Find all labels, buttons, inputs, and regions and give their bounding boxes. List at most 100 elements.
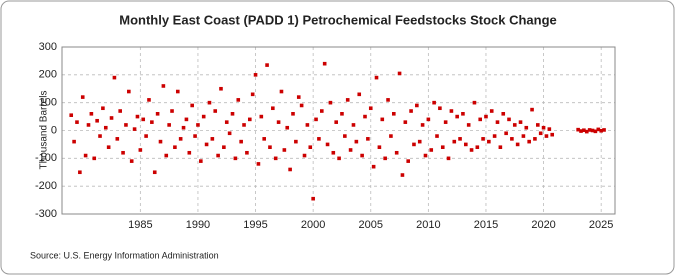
point <box>152 170 157 175</box>
point <box>204 142 209 147</box>
point <box>550 132 555 137</box>
point <box>213 109 218 113</box>
point <box>515 142 520 147</box>
y-tick-label: -100 <box>35 152 57 164</box>
point <box>541 125 546 130</box>
point <box>262 137 266 141</box>
point <box>530 107 534 112</box>
point <box>86 123 91 127</box>
point <box>489 109 494 113</box>
point <box>481 137 485 141</box>
y-tick-label: 100 <box>39 97 57 109</box>
point <box>135 114 140 119</box>
point <box>288 167 292 172</box>
point <box>199 159 203 163</box>
point <box>311 196 315 201</box>
point <box>440 145 445 149</box>
y-tick-label: -200 <box>35 180 57 192</box>
point <box>368 106 373 111</box>
point <box>239 139 243 144</box>
point <box>383 156 387 161</box>
point <box>193 134 197 138</box>
point <box>210 137 215 141</box>
y-axis-label: Thousand Barrels <box>39 91 50 170</box>
point <box>446 156 451 161</box>
point <box>233 156 238 161</box>
point <box>507 117 511 122</box>
point <box>155 112 160 116</box>
point <box>394 150 399 155</box>
point <box>337 156 341 161</box>
x-tick-label: 2005 <box>359 219 383 231</box>
point <box>175 89 180 94</box>
point <box>340 112 344 116</box>
y-tick-label: 300 <box>39 41 57 53</box>
y-tick-label: 0 <box>51 124 57 136</box>
point <box>219 86 223 91</box>
point <box>83 153 88 158</box>
point <box>216 153 220 158</box>
x-tick-label: 1995 <box>243 219 267 231</box>
x-tick-label: 2020 <box>531 219 555 231</box>
point <box>242 123 246 127</box>
point <box>69 113 74 117</box>
point <box>593 129 598 134</box>
point <box>386 98 390 102</box>
point <box>527 139 531 144</box>
point <box>438 106 442 111</box>
point <box>602 128 606 132</box>
point <box>348 148 353 152</box>
point <box>420 123 425 127</box>
point <box>224 120 229 124</box>
y-tick-label: 200 <box>39 69 57 81</box>
point <box>317 137 321 141</box>
point <box>291 112 295 116</box>
point <box>366 137 370 141</box>
point <box>472 100 477 105</box>
point <box>596 127 601 132</box>
point <box>518 120 523 124</box>
x-tick-label: 2015 <box>474 219 498 231</box>
point <box>599 128 603 133</box>
point <box>452 139 457 144</box>
point <box>536 123 540 127</box>
point <box>273 156 278 161</box>
point <box>380 117 385 122</box>
point <box>164 153 169 158</box>
point <box>115 137 120 141</box>
point <box>331 150 336 155</box>
point <box>538 131 543 136</box>
point <box>495 120 500 124</box>
point <box>279 89 284 94</box>
point <box>196 123 200 127</box>
point <box>533 137 537 141</box>
point <box>227 131 232 136</box>
point <box>127 89 131 94</box>
point <box>345 98 350 102</box>
point <box>305 123 310 127</box>
point <box>259 114 264 119</box>
point <box>322 61 327 66</box>
point <box>449 109 454 113</box>
point <box>377 145 382 149</box>
point <box>475 145 480 149</box>
point <box>469 148 474 152</box>
point <box>181 125 186 130</box>
point <box>478 117 483 122</box>
point <box>504 131 508 136</box>
point <box>464 142 468 147</box>
point <box>276 120 281 124</box>
point <box>207 100 212 105</box>
point <box>302 153 307 158</box>
point <box>576 127 580 132</box>
point <box>138 148 143 152</box>
point <box>443 120 448 124</box>
point <box>334 120 338 124</box>
point <box>118 109 122 113</box>
point <box>98 134 102 138</box>
point <box>121 150 125 155</box>
point <box>458 137 462 141</box>
point <box>112 75 117 80</box>
point <box>294 139 298 144</box>
